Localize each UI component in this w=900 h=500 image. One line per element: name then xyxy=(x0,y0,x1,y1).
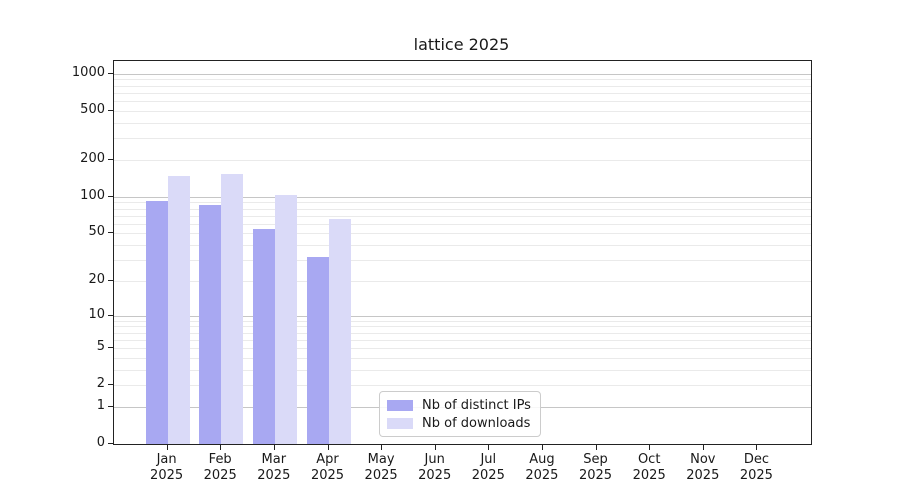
y-tick-label: 10 xyxy=(88,306,105,322)
bar-jan-downloads xyxy=(167,176,190,444)
y-tick-mark xyxy=(108,195,113,197)
x-tick-mark xyxy=(541,445,543,450)
y-tick-label: 200 xyxy=(80,150,105,166)
x-tick-label-jul: Jul 2025 xyxy=(471,452,505,483)
legend-label-distinct-ips: Nb of distinct IPs xyxy=(422,397,531,413)
x-tick-mark xyxy=(273,445,275,450)
y-tick-mark xyxy=(108,384,113,386)
minor-gridline xyxy=(114,245,811,246)
bar-apr-distinct-ips xyxy=(306,256,329,444)
x-tick-mark xyxy=(434,445,436,450)
bar-mar-downloads xyxy=(274,195,297,444)
x-tick-mark xyxy=(649,445,651,450)
y-tick-label: 0 xyxy=(96,435,105,450)
x-tick-label-oct: Oct 2025 xyxy=(632,452,666,483)
y-tick-label: 1000 xyxy=(71,64,105,80)
x-tick-mark xyxy=(488,445,490,450)
bar-mar-distinct-ips xyxy=(252,229,275,444)
legend-item-distinct-ips: Nb of distinct IPs xyxy=(387,398,540,413)
x-tick-label-dec: Dec 2025 xyxy=(739,452,773,483)
minor-gridline xyxy=(114,332,811,334)
y-tick-mark xyxy=(108,347,113,348)
legend-swatch-downloads xyxy=(387,417,413,429)
x-tick-label-apr: Apr 2025 xyxy=(310,452,345,483)
minor-gridline xyxy=(114,233,811,235)
y-tick-label: 100 xyxy=(80,187,105,203)
x-tick-mark xyxy=(220,445,222,450)
y-tick-label: 50 xyxy=(88,224,105,240)
minor-gridline xyxy=(114,208,811,210)
major-gridline xyxy=(114,196,811,198)
minor-gridline xyxy=(114,385,811,387)
x-tick-label-nov: Nov 2025 xyxy=(686,452,720,483)
y-tick-mark xyxy=(108,72,113,74)
minor-gridline xyxy=(114,369,811,371)
major-gridline xyxy=(114,73,811,75)
y-tick-mark xyxy=(108,232,113,234)
x-tick-mark xyxy=(702,445,704,450)
chart-title: lattice 2025 xyxy=(413,35,510,54)
minor-gridline xyxy=(114,138,811,140)
y-tick-mark xyxy=(108,443,113,444)
y-tick-label: 20 xyxy=(88,271,105,287)
major-gridline xyxy=(114,315,811,317)
y-tick-mark xyxy=(108,158,113,160)
plot-area xyxy=(113,60,812,445)
x-tick-mark xyxy=(327,445,329,450)
y-tick-mark xyxy=(108,279,113,281)
bar-feb-distinct-ips xyxy=(199,204,222,444)
y-tick-mark xyxy=(108,109,113,111)
legend-item-downloads: Nb of downloads xyxy=(387,416,540,431)
minor-gridline xyxy=(114,339,811,341)
minor-gridline xyxy=(114,280,811,282)
y-tick-mark xyxy=(108,314,113,316)
x-tick-label-may: May 2025 xyxy=(364,452,398,483)
bar-feb-downloads xyxy=(221,174,244,444)
y-tick-label: 1 xyxy=(96,397,105,413)
minor-gridline xyxy=(114,159,811,161)
legend: Nb of distinct IPs Nb of downloads xyxy=(379,391,541,437)
bar-jan-distinct-ips xyxy=(145,200,168,444)
y-tick-label: 2 xyxy=(96,376,105,392)
minor-gridline xyxy=(114,223,811,225)
x-tick-label-jun: Jun 2025 xyxy=(418,452,452,483)
minor-gridline xyxy=(114,348,811,349)
x-tick-mark xyxy=(595,445,597,450)
bar-apr-downloads xyxy=(328,219,351,444)
x-tick-label-feb: Feb 2025 xyxy=(203,452,237,483)
minor-gridline xyxy=(114,85,811,87)
minor-gridline xyxy=(114,110,811,112)
x-tick-label-sep: Sep 2025 xyxy=(578,452,613,483)
x-tick-mark xyxy=(756,445,758,450)
minor-gridline xyxy=(114,202,811,204)
legend-label-downloads: Nb of downloads xyxy=(422,415,531,431)
x-tick-label-aug: Aug 2025 xyxy=(525,452,559,483)
y-tick-label: 5 xyxy=(96,339,105,354)
minor-gridline xyxy=(114,357,811,359)
minor-gridline xyxy=(114,326,811,328)
minor-gridline xyxy=(114,215,811,217)
minor-gridline xyxy=(114,259,811,261)
minor-gridline xyxy=(114,101,811,102)
y-tick-mark xyxy=(108,405,113,407)
minor-gridline xyxy=(114,92,811,94)
minor-gridline xyxy=(114,79,811,81)
legend-swatch-distinct-ips xyxy=(387,399,413,411)
x-tick-label-mar: Mar 2025 xyxy=(257,452,291,483)
minor-gridline xyxy=(114,320,811,322)
x-tick-label-jan: Jan 2025 xyxy=(150,452,184,483)
x-tick-mark xyxy=(381,445,383,450)
minor-gridline xyxy=(114,122,811,124)
x-tick-mark xyxy=(166,445,168,450)
y-tick-label: 500 xyxy=(80,101,105,117)
